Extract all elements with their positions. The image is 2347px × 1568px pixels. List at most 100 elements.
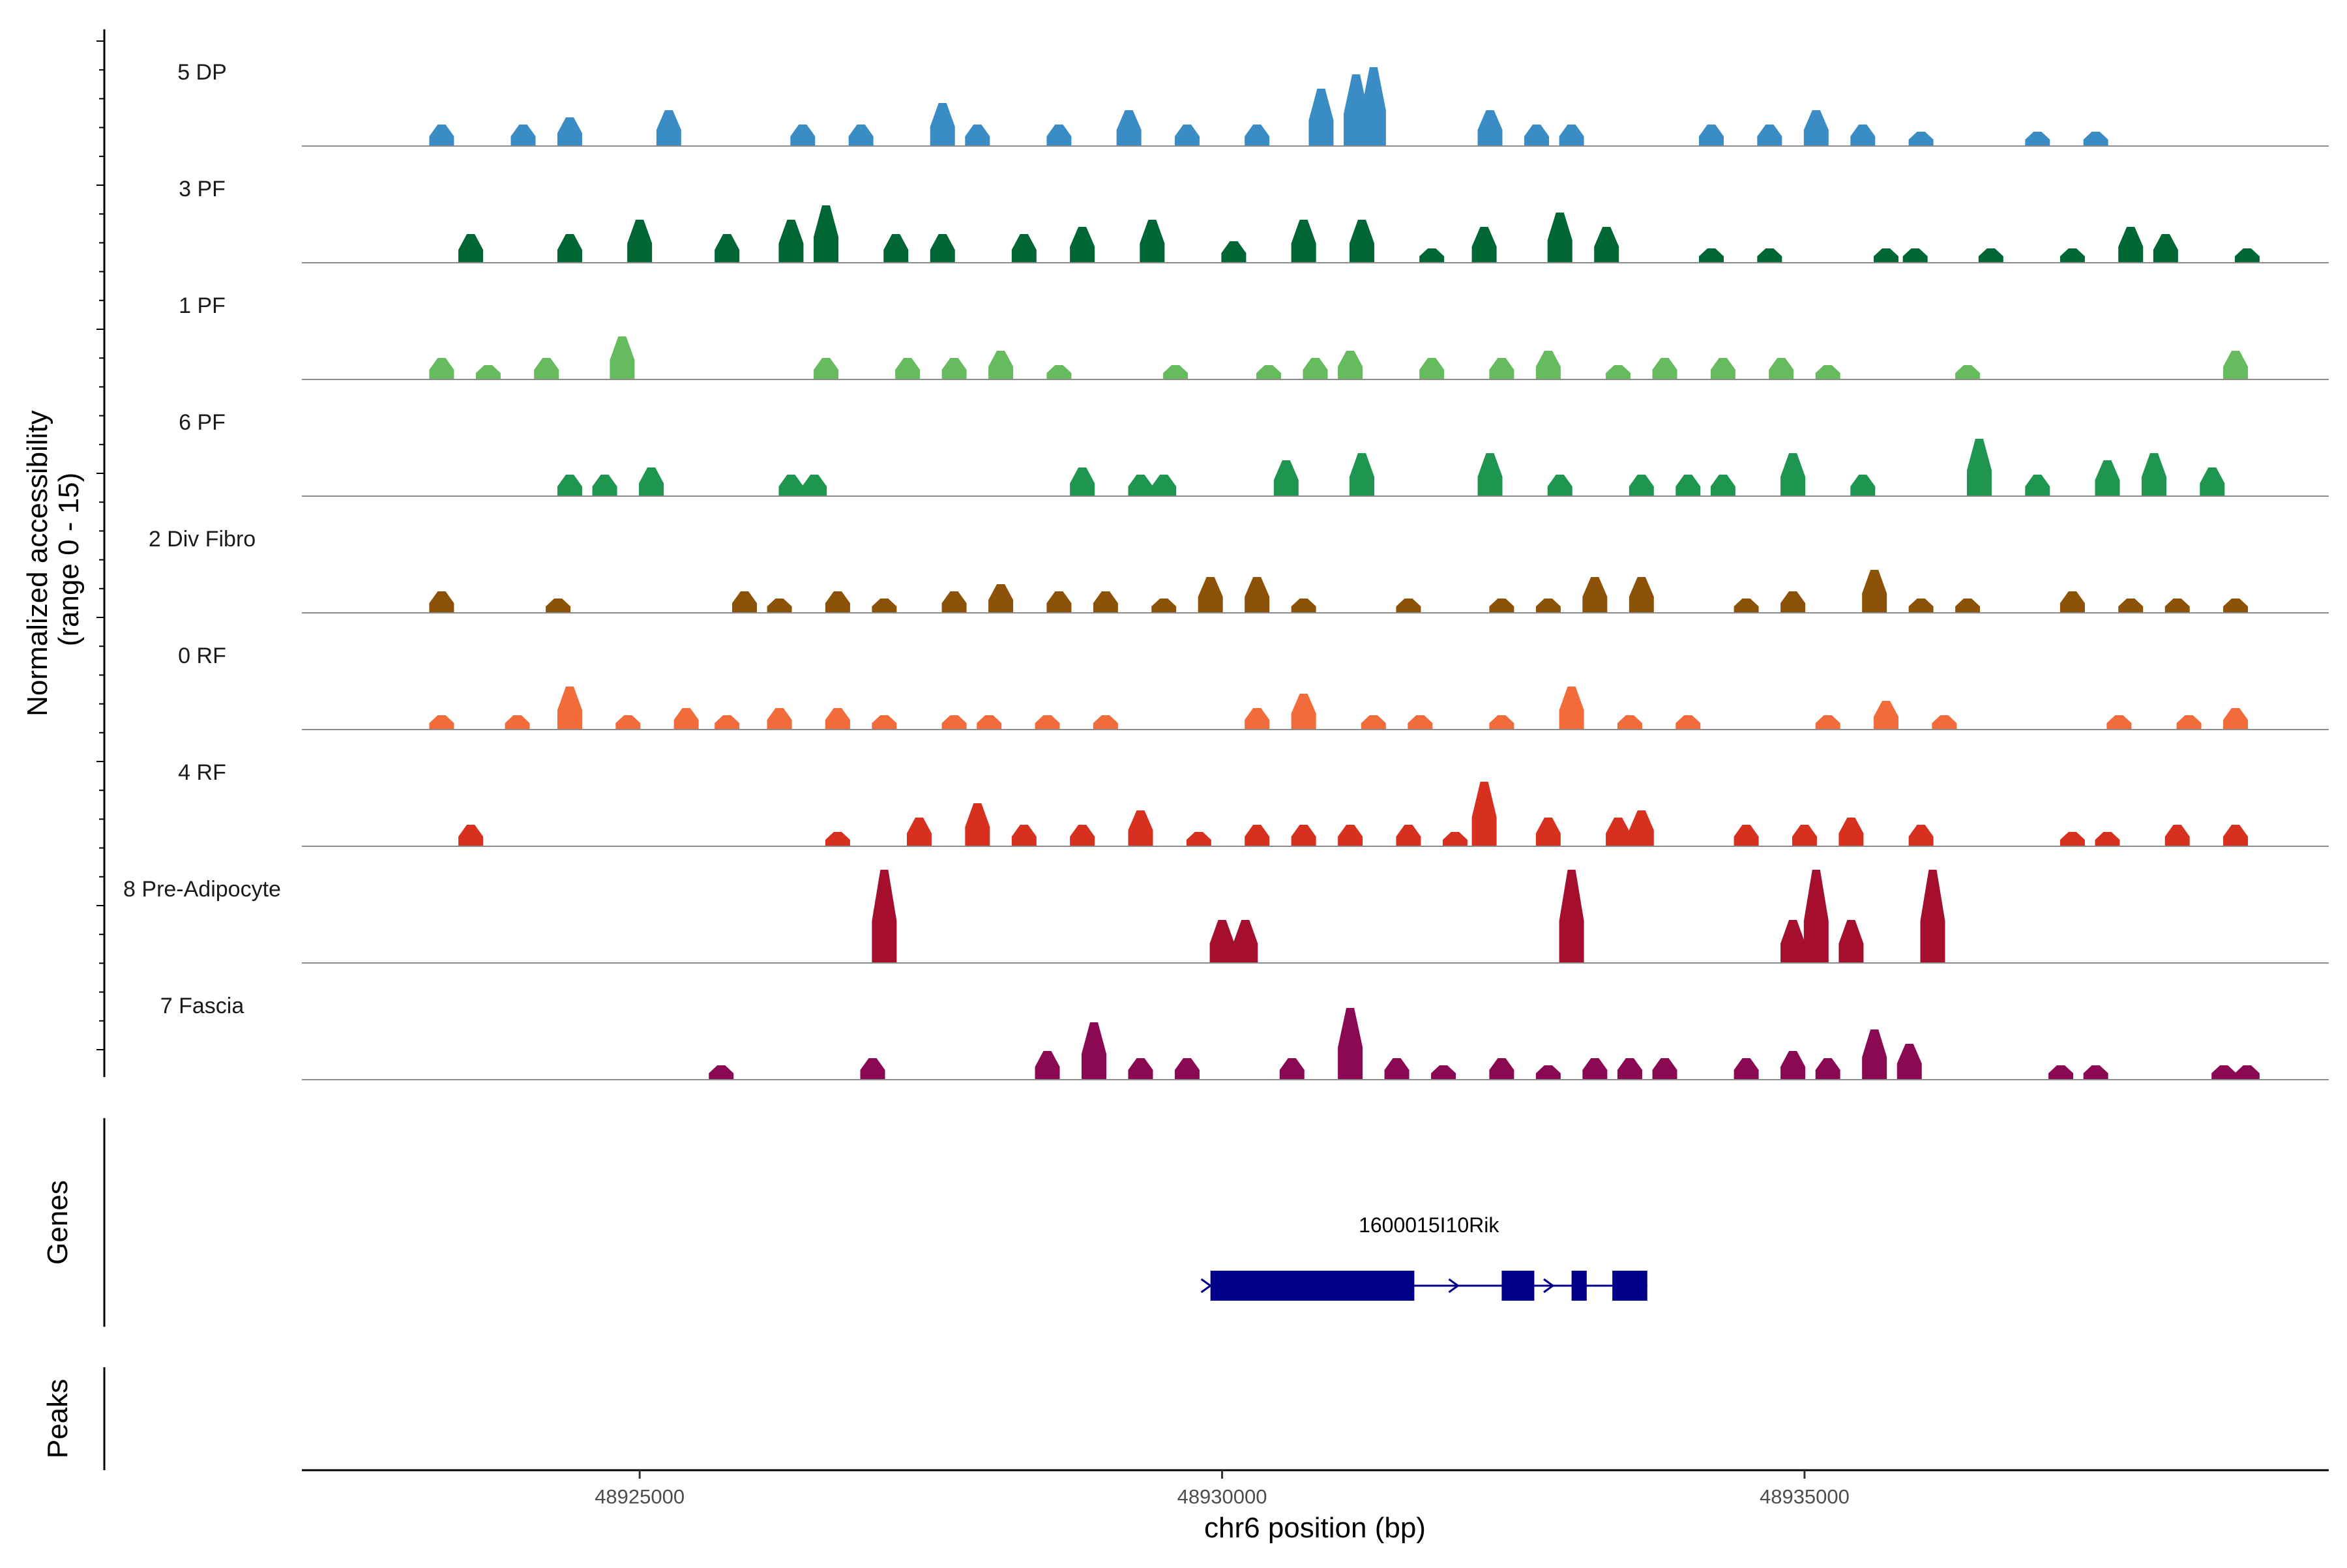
strand-arrow [1448, 1278, 1460, 1294]
coverage-peak [715, 715, 740, 730]
gene-exon [1210, 1271, 1415, 1301]
coverage-peak [475, 365, 501, 379]
coverage-peak [930, 103, 955, 146]
coverage-peak [1046, 125, 1072, 146]
coverage-peak [1535, 1065, 1561, 1080]
coverage-peak [941, 591, 967, 613]
coverage-peak [1035, 715, 1060, 730]
coverage-peak [1675, 475, 1701, 496]
coverage-peak [1780, 1051, 1806, 1080]
coverage-peak [1932, 715, 1957, 730]
coverage-peak [1489, 599, 1514, 613]
coverage-peak [2176, 715, 2202, 730]
track-4-rf: 4 RF [178, 760, 2329, 847]
coverage-peak [1291, 220, 1316, 263]
coverage-peak [1308, 89, 1334, 146]
gene-annotation: 1600015I10Rik [1200, 1213, 1647, 1301]
coverage-peak [2106, 715, 2132, 730]
coverage-peak [930, 234, 955, 263]
coverage-peak [1128, 810, 1153, 846]
coverage-peak [1652, 358, 1677, 379]
coverage-peak [458, 825, 484, 846]
coverage-peak [1675, 715, 1701, 730]
coverage-peak [1233, 920, 1258, 963]
coverage-peak [1757, 248, 1782, 263]
coverage-peak [1419, 248, 1445, 263]
coverage-peak [1582, 1058, 1608, 1080]
coverage-peak [1955, 599, 1981, 613]
coverage-peak [1273, 460, 1299, 496]
coverage-peak [2164, 599, 2190, 613]
coverage-peak [1163, 365, 1188, 379]
coverage-peak [1850, 475, 1876, 496]
coverage-peak [1419, 358, 1445, 379]
coverage-peak [1338, 351, 1363, 379]
track-5-dp: 5 DP [177, 60, 2329, 147]
coverage-peak [639, 467, 664, 496]
coverage-peak [872, 870, 897, 963]
coverage-peak [1535, 351, 1561, 379]
coverage-peak [1524, 125, 1549, 146]
coverage-peak [941, 715, 967, 730]
coverage-peak [2095, 460, 2120, 496]
coverage-peak [2234, 248, 2260, 263]
coverage-peak [615, 715, 641, 730]
coverage-peak [1489, 715, 1514, 730]
coverage-peak [1256, 365, 1282, 379]
coverage-peak [1734, 825, 1759, 846]
coverage-peak [673, 708, 699, 730]
coverage-peak [2118, 227, 2144, 263]
coverage-peak [709, 1065, 734, 1080]
coverage-peak [1699, 248, 1724, 263]
track-label: 7 Fascia [160, 994, 244, 1018]
coverage-peak [1291, 825, 1316, 846]
coverage-peak [965, 803, 990, 846]
coverage-peak [627, 220, 653, 263]
coverage-peak [1140, 220, 1165, 263]
coverage-peak [1361, 67, 1386, 146]
coverage-peak [1291, 694, 1316, 730]
coverage-peak [429, 125, 454, 146]
gene-exon [1501, 1271, 1535, 1301]
y-axis-title-line-2: (range 0 - 15) [53, 473, 85, 647]
coverage-peak [767, 708, 792, 730]
coverage-peak [1279, 1058, 1305, 1080]
coverage-peak [1734, 1058, 1759, 1080]
coverage-peak [825, 591, 850, 613]
coverage-peak [1629, 577, 1654, 613]
coverage-peak [1815, 1058, 1840, 1080]
coverage-peak [1547, 213, 1572, 263]
peaks-panel-label: Peaks [42, 1379, 74, 1458]
coverage-peak [510, 125, 536, 146]
coverage-peak [848, 125, 874, 146]
coverage-peak [1186, 832, 1211, 846]
coverage-peak [1606, 365, 1631, 379]
coverage-peak [557, 475, 582, 496]
coverage-peak [1174, 125, 1200, 146]
coverage-peak [1396, 825, 1421, 846]
coverage-peak [1850, 125, 1876, 146]
coverage-peak [1303, 358, 1328, 379]
strand-arrow [1543, 1278, 1555, 1294]
track-label: 8 Pre-Adipocyte [123, 877, 281, 902]
x-tick-label: 48925000 [595, 1485, 685, 1508]
coverage-peak [1396, 599, 1421, 613]
coverage-peak [2025, 132, 2050, 146]
coverage-peak [1792, 825, 1817, 846]
coverage-peak [429, 715, 454, 730]
coverage-peak [429, 358, 454, 379]
coverage-peak [1780, 920, 1806, 963]
track-label: 0 RF [178, 643, 226, 668]
coverage-peak [1862, 1029, 1887, 1080]
coverage-peak [1559, 870, 1584, 963]
coverage-peak [2141, 453, 2166, 496]
coverage-peak [2164, 825, 2190, 846]
gene-exon [1612, 1271, 1647, 1301]
coverage-peak [860, 1058, 885, 1080]
coverage-peak [1594, 227, 1619, 263]
gene-exon [1571, 1271, 1587, 1301]
coverage-peak [2153, 234, 2178, 263]
coverage-peak [1093, 591, 1118, 613]
coverage-peak [1920, 870, 1945, 963]
